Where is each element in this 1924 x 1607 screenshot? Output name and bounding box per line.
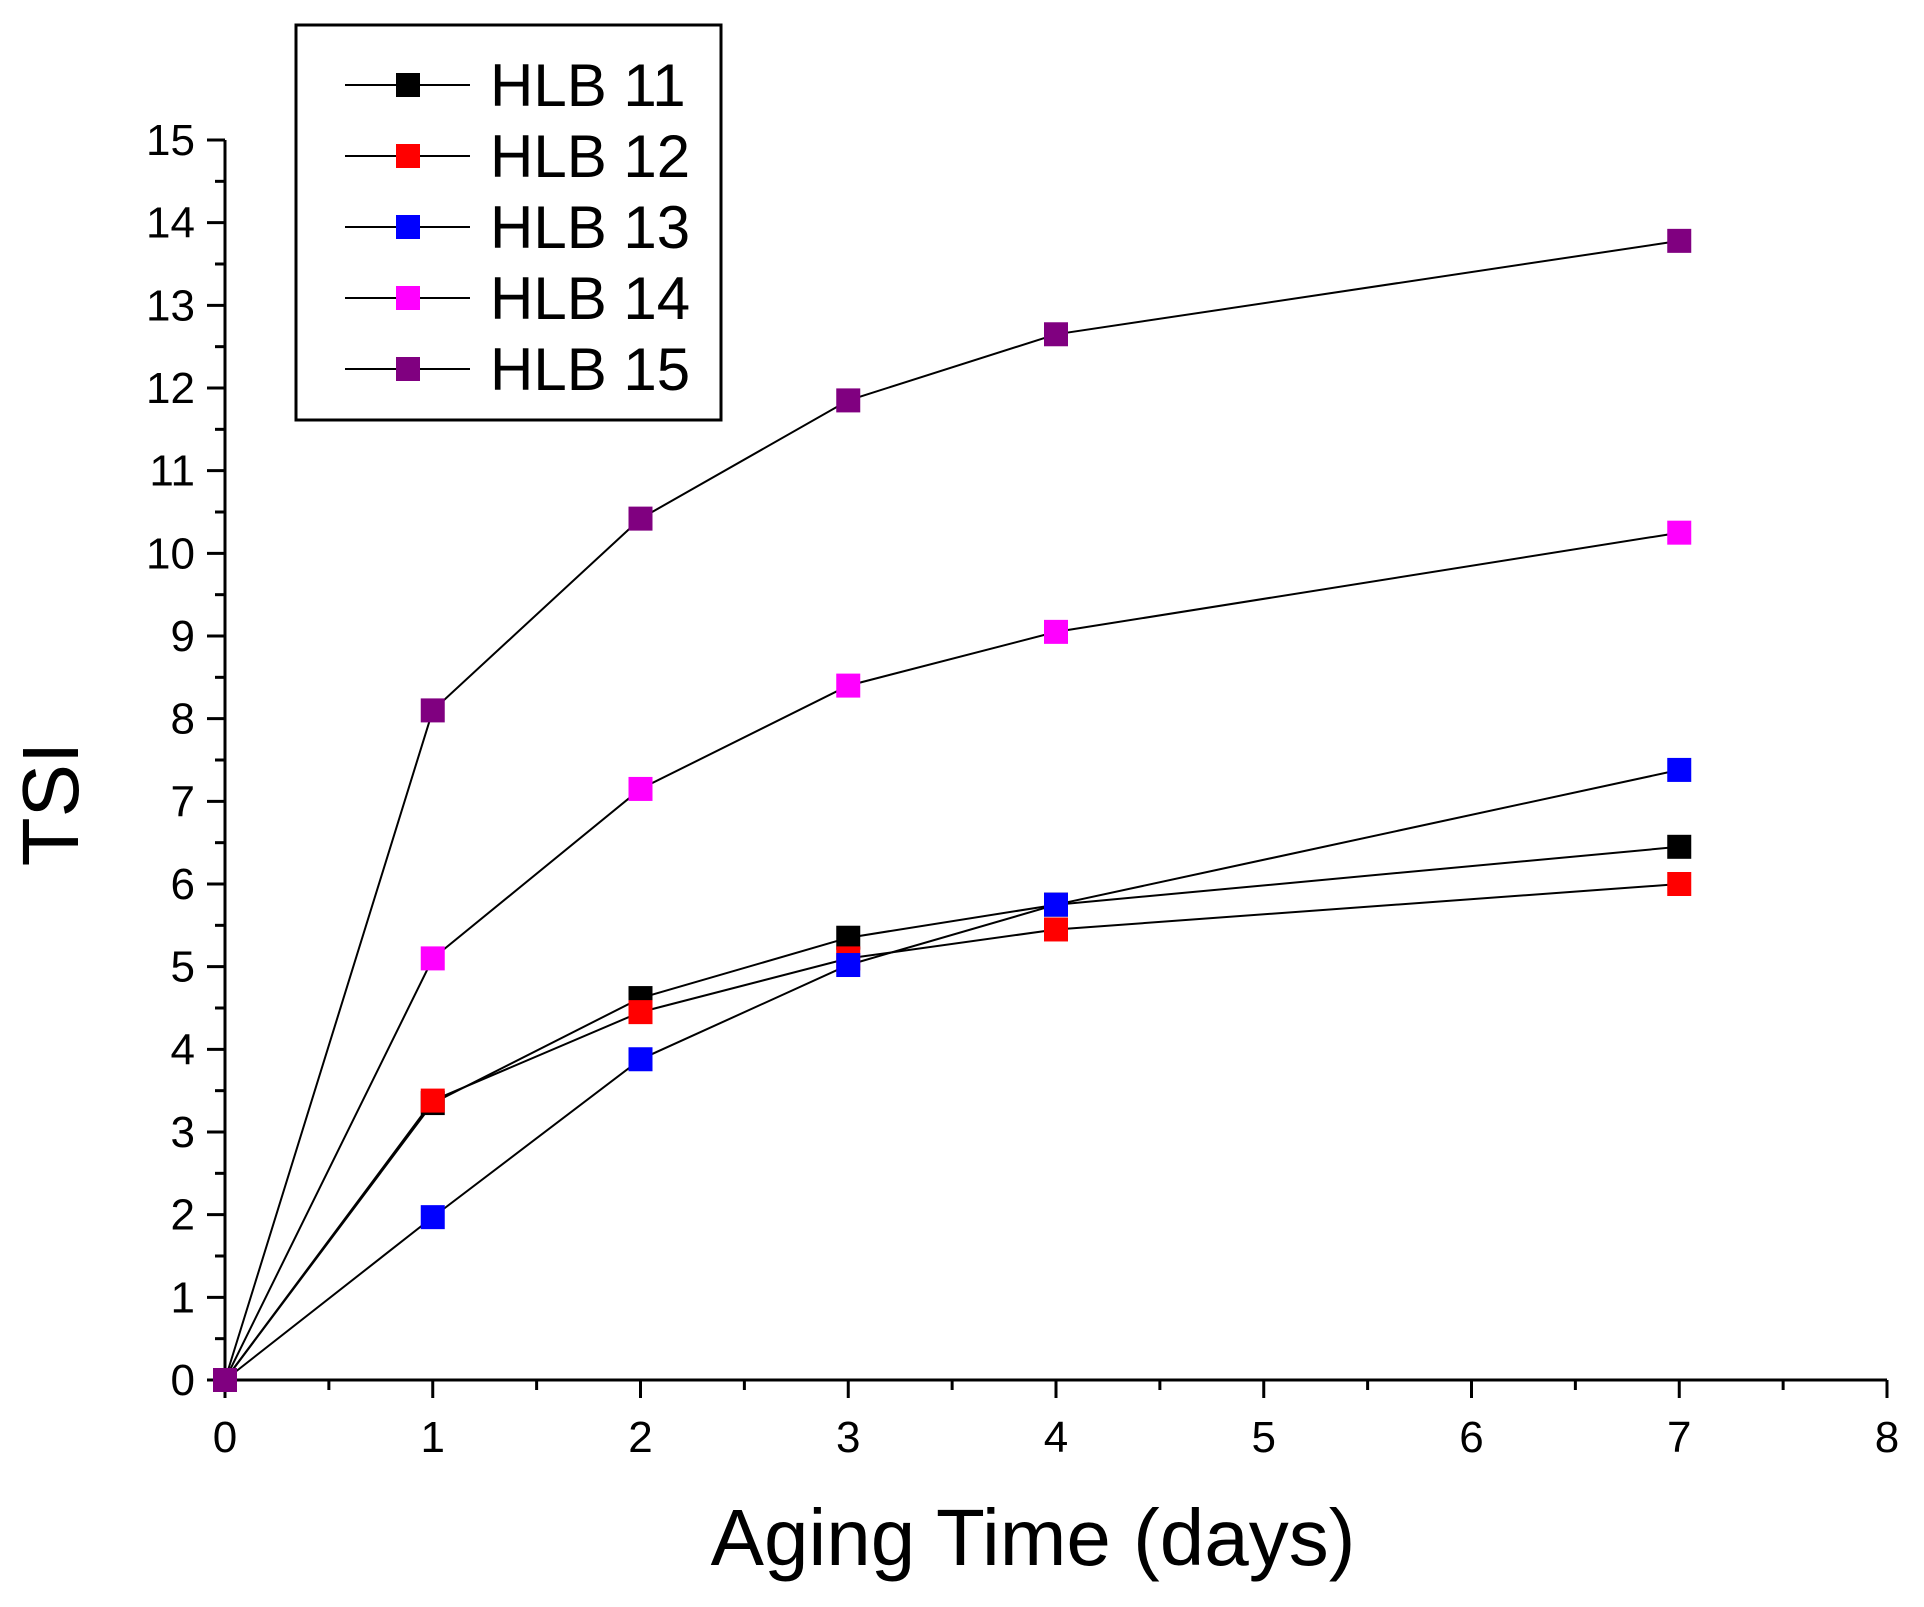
y-tick-label: 9	[171, 612, 195, 661]
y-tick-label: 6	[171, 860, 195, 909]
legend-label-hlb-12: HLB 12	[490, 123, 690, 190]
series-line-hlb-13	[224, 768, 1680, 1381]
legend-label-hlb-14: HLB 14	[490, 265, 690, 332]
y-tick-label: 4	[171, 1025, 195, 1074]
data-point-hlb-11	[836, 925, 861, 950]
x-tick-label: 6	[1459, 1413, 1483, 1462]
x-tick-label: 1	[421, 1413, 445, 1462]
x-axis-title: Aging Time (days)	[711, 1493, 1356, 1582]
x-tick-label: 7	[1667, 1413, 1691, 1462]
data-point-hlb-15	[1044, 322, 1068, 347]
data-point-hlb-13	[420, 1205, 445, 1230]
y-tick-label: 0	[171, 1356, 195, 1405]
data-point-hlb-12	[420, 1088, 445, 1113]
data-point-hlb-15	[628, 506, 653, 531]
data-point-hlb-15	[836, 388, 861, 413]
legend-marker-hlb-13	[396, 215, 420, 239]
y-tick-label: 12	[146, 364, 195, 413]
y-tick-label: 8	[171, 695, 195, 744]
data-point-hlb-14	[628, 776, 653, 801]
legend-marker-hlb-12	[396, 144, 420, 168]
data-point-hlb-12	[1044, 917, 1068, 942]
legend-label-hlb-13: HLB 13	[490, 194, 690, 261]
data-point-hlb-13	[1667, 757, 1692, 782]
data-point-hlb-13	[836, 953, 861, 978]
x-tick-label: 2	[628, 1413, 652, 1462]
x-tick-label: 4	[1044, 1413, 1068, 1462]
y-axis-title: TSI	[6, 742, 95, 866]
x-tick-label: 3	[836, 1413, 860, 1462]
legend-marker-hlb-15	[396, 357, 420, 381]
y-tick-label: 3	[171, 1108, 195, 1157]
y-tick-label: 10	[146, 529, 195, 578]
x-tick-label: 5	[1252, 1413, 1276, 1462]
y-tick-label: 14	[146, 199, 195, 248]
series-line-hlb-14	[224, 531, 1680, 1381]
series-lines	[224, 239, 1680, 1381]
legend-label-hlb-15: HLB 15	[490, 336, 690, 403]
x-tick-label: 8	[1875, 1413, 1899, 1462]
y-tick-label: 1	[171, 1273, 195, 1322]
data-point-hlb-13	[1044, 892, 1068, 917]
data-point-hlb-12	[1667, 872, 1692, 896]
series-line-hlb-11	[224, 845, 1680, 1381]
y-tick-label: 15	[146, 116, 195, 165]
series-line-hlb-15	[224, 239, 1680, 1381]
data-point-hlb-14	[1044, 619, 1068, 644]
y-tick-label: 5	[171, 943, 195, 992]
data-point-hlb-14	[836, 673, 861, 698]
data-point-hlb-15	[213, 1368, 237, 1392]
series-line-hlb-12	[224, 883, 1680, 1381]
legend-marker-hlb-14	[396, 286, 420, 310]
y-tick-label: 13	[146, 281, 195, 330]
legend-label-hlb-11: HLB 11	[490, 52, 686, 119]
y-tick-label: 2	[171, 1191, 195, 1240]
data-point-hlb-15	[420, 698, 445, 723]
y-tick-label: 11	[149, 447, 195, 496]
data-point-hlb-14	[420, 946, 445, 971]
legend-box	[294, 23, 723, 422]
y-tick-label: 7	[171, 777, 195, 826]
data-point-hlb-13	[628, 1047, 653, 1072]
x-tick-label: 0	[213, 1413, 237, 1462]
data-point-hlb-11	[1667, 834, 1692, 859]
data-point-hlb-14	[1667, 520, 1692, 545]
legend-marker-hlb-11	[396, 73, 420, 97]
data-point-hlb-12	[628, 1000, 653, 1025]
data-point-hlb-15	[1667, 228, 1692, 253]
series-markers	[213, 228, 1692, 1392]
